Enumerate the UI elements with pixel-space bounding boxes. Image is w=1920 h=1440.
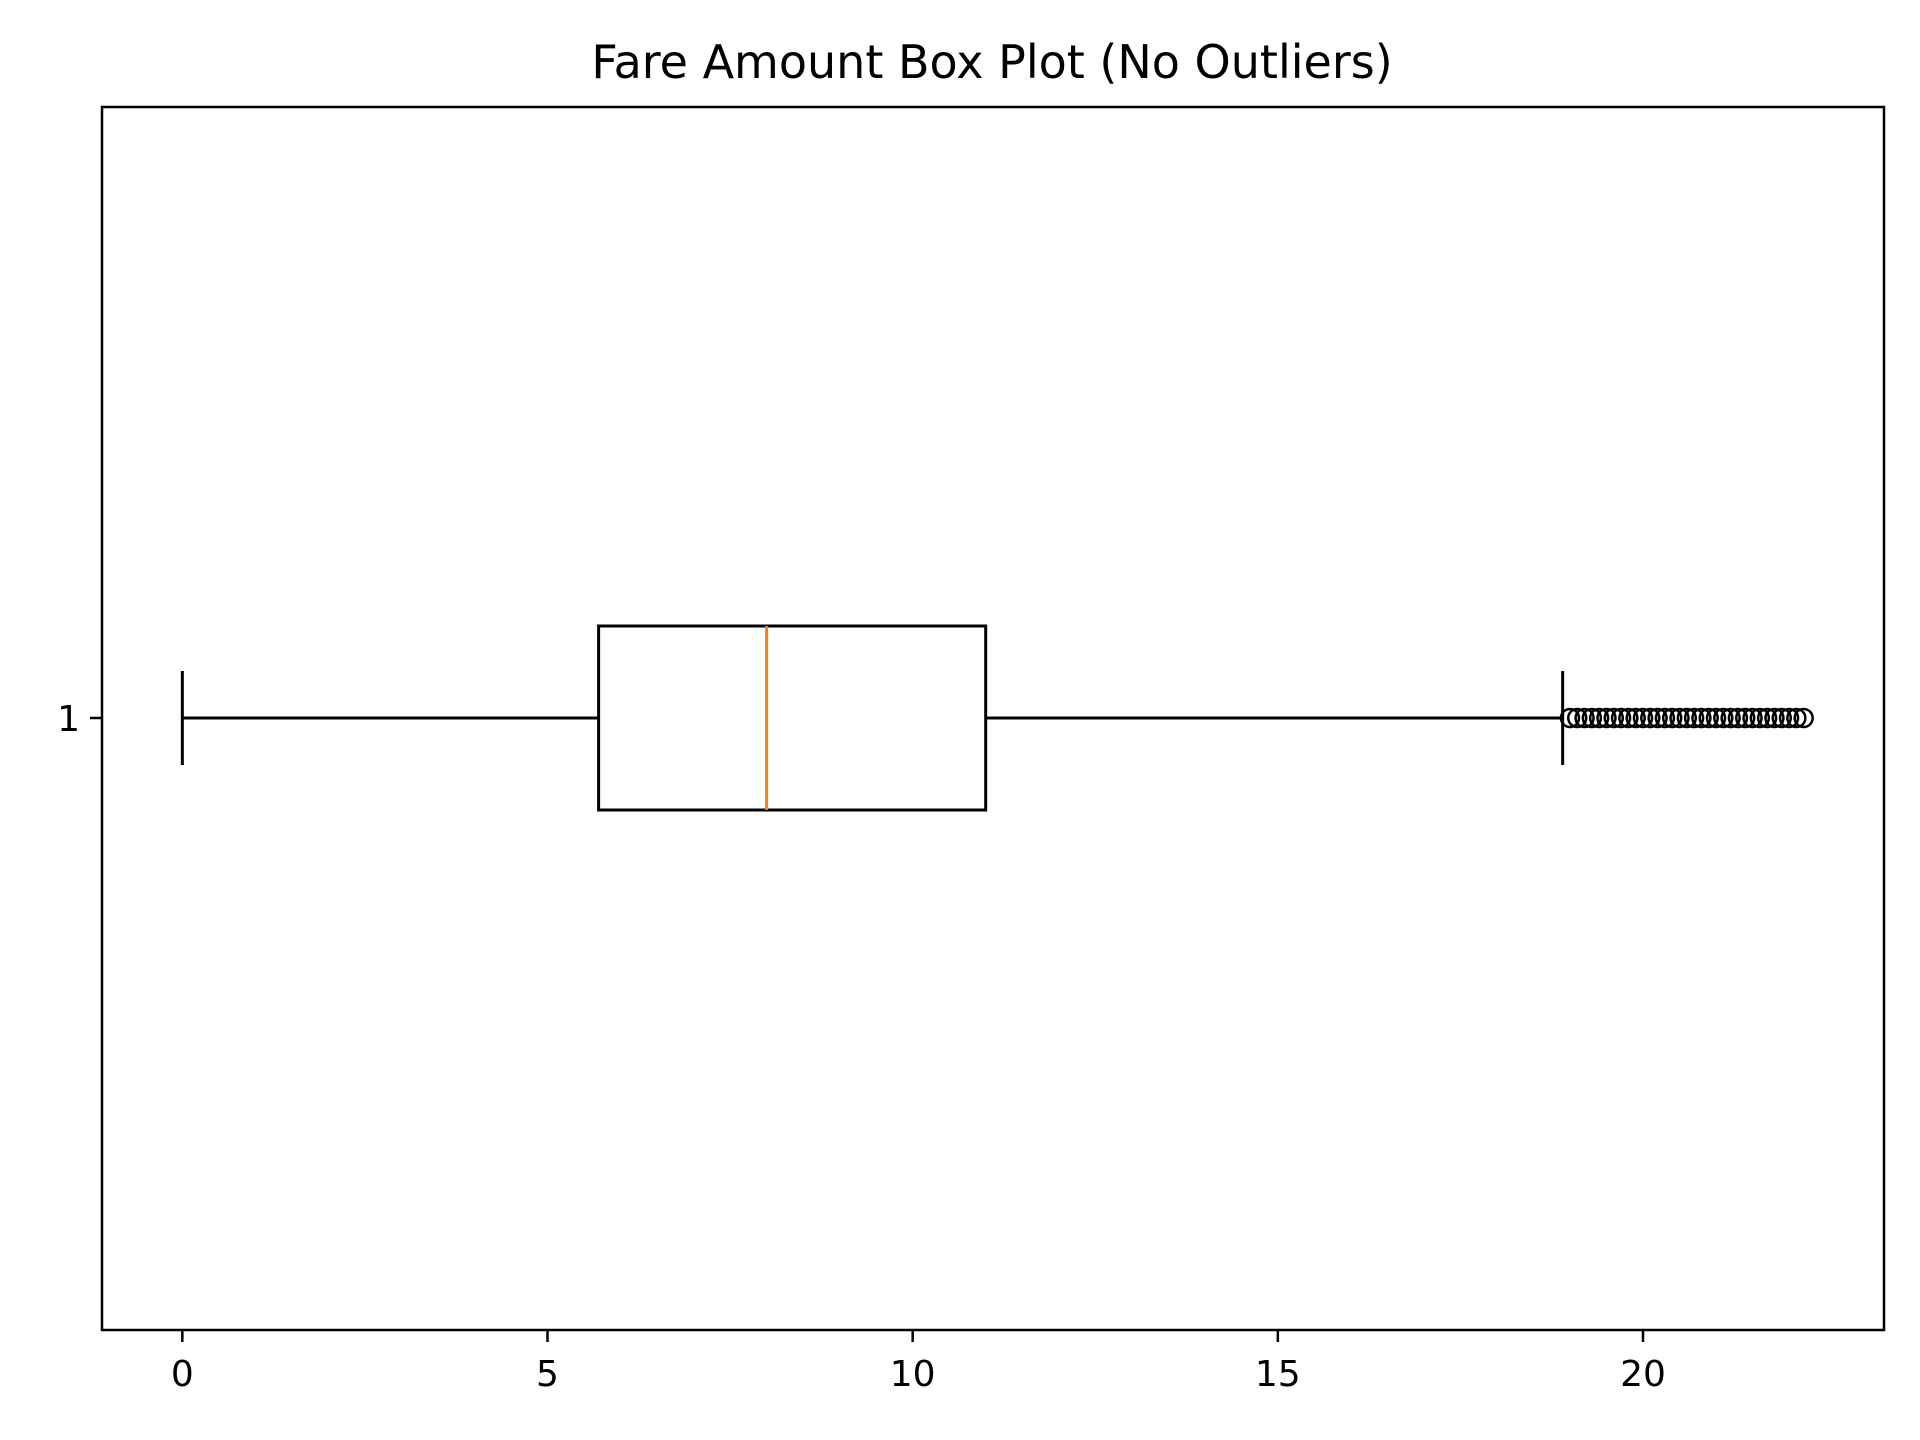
flier-point — [1647, 707, 1668, 729]
flier-point — [1727, 707, 1749, 729]
flier-point — [1581, 707, 1603, 729]
chart-title: Fare Amount Box Plot (No Outliers) — [591, 35, 1392, 89]
flier-point — [1734, 707, 1756, 729]
flier-point — [1713, 707, 1734, 729]
flier-point — [1588, 707, 1610, 729]
flier-point — [1618, 707, 1639, 729]
flier-point — [1596, 707, 1617, 729]
flier-point — [1705, 707, 1727, 729]
y-axis: 1 — [57, 699, 102, 740]
flier-point — [1559, 707, 1581, 729]
flier-point — [1720, 707, 1741, 729]
flier-point — [1793, 707, 1814, 729]
x-tick-label: 20 — [1620, 1354, 1666, 1395]
flier-point — [1625, 707, 1646, 729]
flier-point — [1764, 707, 1785, 729]
flier-point — [1778, 707, 1800, 729]
flier-point — [1632, 707, 1654, 729]
flier-point — [1676, 707, 1698, 729]
flier-point — [1771, 707, 1793, 729]
flier-point — [1603, 707, 1625, 729]
flier-point — [1683, 707, 1705, 729]
flier-point — [1698, 707, 1719, 729]
flier-point — [1661, 707, 1683, 729]
flier-point — [1610, 707, 1632, 729]
flier-point — [1691, 707, 1712, 729]
x-axis: 0 5 10 15 20 — [171, 1330, 1666, 1395]
x-tick-label: 10 — [890, 1354, 936, 1395]
flier-point — [1567, 707, 1588, 729]
flier-point — [1640, 707, 1661, 729]
flier-point — [1654, 707, 1676, 729]
x-tick-label: 0 — [171, 1354, 194, 1395]
x-tick-label: 15 — [1255, 1354, 1301, 1395]
flier-point — [1669, 707, 1690, 729]
flier-point — [1756, 707, 1778, 729]
flier-point — [1786, 707, 1807, 729]
flier-point — [1574, 707, 1595, 729]
x-tick-label: 5 — [536, 1354, 559, 1395]
flier-point — [1742, 707, 1763, 729]
flier-point — [1749, 707, 1771, 729]
box-iqr — [597, 624, 988, 812]
y-tick-label: 1 — [57, 699, 80, 740]
plot-area — [180, 624, 1814, 812]
